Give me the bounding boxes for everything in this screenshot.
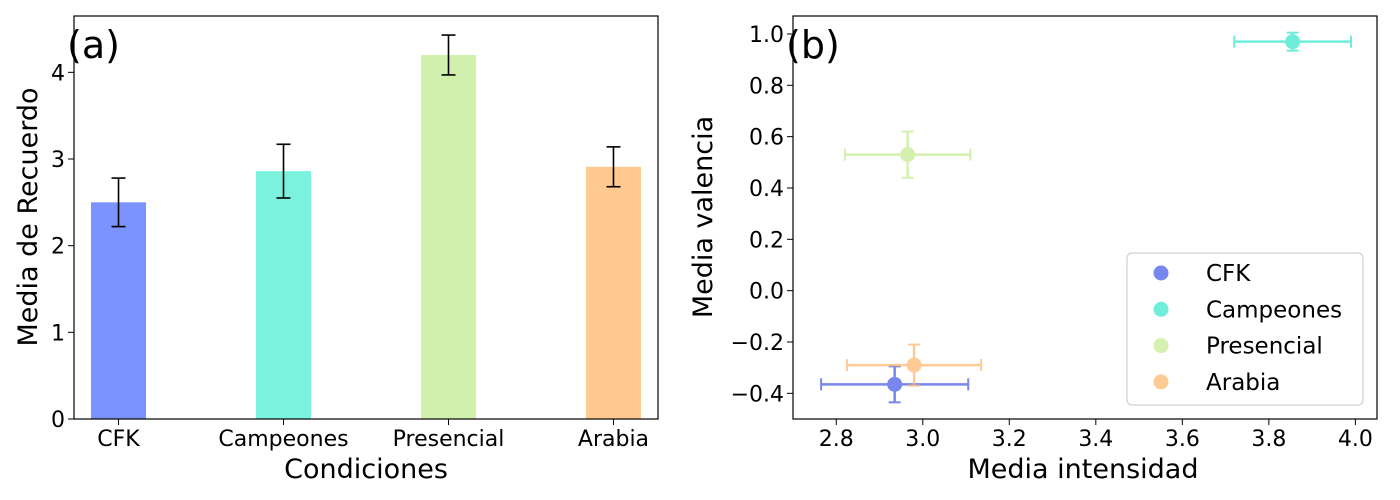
legend-box (1126, 252, 1364, 406)
legend-marker (1153, 338, 1169, 354)
bar-chart-frame (73, 15, 659, 420)
legend-marker (1153, 301, 1169, 317)
y-tick-label: −0.2 (731, 331, 784, 356)
y-tick-label: 1.0 (749, 23, 784, 48)
y-tick-label: −0.4 (731, 382, 784, 407)
scatter-chart-y-axis-label: Media valencia (688, 116, 719, 318)
scatter-chart-panel-label: (b) (786, 23, 840, 67)
data-point (900, 147, 916, 163)
data-point-group (846, 343, 983, 387)
data-point-group (843, 130, 972, 179)
data-point (1285, 34, 1301, 50)
legend-label: Arabia (1206, 370, 1280, 396)
scatter-chart-panel: 2.8 3.0 3.2 3.4 3.6 3.8 4.0 −0.4 −0.2 0.0 0.2 0.4 0.… (688, 15, 1378, 485)
bar (420, 55, 476, 419)
bar-chart-panel-label: (a) (67, 23, 120, 67)
x-tick-label: Arabia (578, 427, 649, 452)
x-tick-label: 3.2 (992, 427, 1027, 452)
bar-chart-marks (91, 34, 641, 419)
data-point-group (1233, 31, 1353, 52)
scatter-chart-ticks: 2.8 3.0 3.2 3.4 3.6 3.8 4.0 −0.4 −0.2 0.0 0.2 0.4 0.… (731, 23, 1373, 452)
y-tick-label: 1 (51, 321, 65, 346)
y-tick-label: 0.6 (749, 126, 784, 151)
y-tick-label: 0 (51, 408, 65, 433)
x-tick-label: 3.0 (905, 427, 940, 452)
y-tick-label: 2 (51, 235, 65, 260)
data-point (887, 376, 903, 392)
x-tick-label: 3.4 (1078, 427, 1113, 452)
bar (585, 166, 641, 419)
data-point (906, 357, 922, 373)
y-tick-label: 4 (51, 61, 65, 86)
y-tick-label: 0.0 (749, 280, 784, 305)
x-tick-label: CFK (97, 427, 140, 452)
x-tick-label: Presencial (393, 427, 505, 452)
x-tick-label: 4.0 (1338, 427, 1373, 452)
x-tick-label: 3.6 (1165, 427, 1200, 452)
scatter-chart-marks (820, 31, 1353, 404)
x-tick-label: 3.8 (1251, 427, 1286, 452)
y-tick-label: 0.4 (749, 177, 784, 202)
legend-label: CFK (1206, 261, 1251, 287)
bar (91, 202, 147, 419)
data-point-group (820, 365, 970, 404)
x-tick-label: 2.8 (819, 427, 854, 452)
legend-marker (1153, 374, 1169, 390)
y-tick-label: 0.2 (749, 228, 784, 253)
legend-label: Campeones (1206, 297, 1342, 323)
scatter-chart-legend: CFK Campeones Presencial Arabia (1126, 252, 1364, 406)
y-tick-label: 3 (51, 148, 65, 173)
bar (256, 171, 312, 419)
bar-chart-y-axis-label: Media de Recuerdo (13, 87, 44, 346)
bar-chart-panel: CFK Campeones Presencial Arabia 0 1 2 3 4 (a) Co… (13, 15, 659, 485)
legend-label: Presencial (1206, 334, 1323, 360)
scatter-chart-frame (792, 15, 1378, 420)
legend-marker (1153, 265, 1169, 281)
x-tick-label: Campeones (218, 427, 348, 452)
scatter-chart-x-axis-label: Media intensidad (968, 454, 1199, 485)
bar-chart-ticks: CFK Campeones Presencial Arabia 0 1 2 3 4 (51, 61, 649, 452)
bar-chart-x-axis-label: Condiciones (284, 454, 448, 485)
y-tick-label: 0.8 (749, 74, 784, 99)
